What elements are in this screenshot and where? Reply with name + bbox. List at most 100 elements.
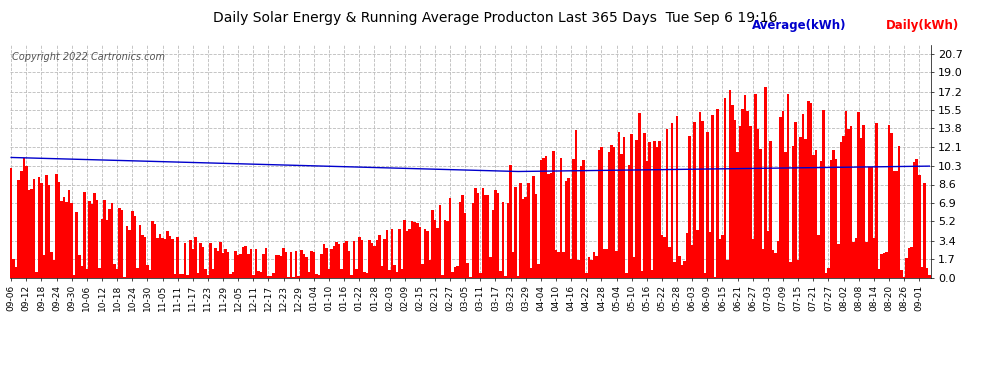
Bar [237, 255, 240, 278]
Bar [459, 202, 461, 278]
Bar [10, 168, 13, 278]
Bar [48, 185, 50, 278]
Bar [626, 273, 628, 278]
Bar [562, 252, 565, 278]
Bar [686, 233, 688, 278]
Bar [434, 220, 437, 278]
Bar [401, 268, 403, 278]
Bar [769, 141, 771, 278]
Bar [181, 274, 184, 278]
Bar [230, 274, 232, 278]
Bar [63, 198, 65, 278]
Bar [18, 180, 20, 278]
Bar [368, 240, 370, 278]
Bar [855, 238, 857, 278]
Bar [85, 269, 88, 278]
Bar [453, 267, 456, 278]
Bar [817, 235, 820, 278]
Bar [471, 202, 474, 278]
Bar [751, 238, 754, 278]
Bar [638, 113, 641, 278]
Bar [35, 272, 38, 278]
Bar [305, 256, 308, 278]
Bar [424, 229, 426, 278]
Bar [764, 87, 766, 278]
Bar [393, 265, 396, 278]
Bar [756, 129, 759, 278]
Bar [15, 267, 18, 278]
Bar [792, 146, 794, 278]
Bar [83, 192, 85, 278]
Bar [23, 158, 25, 278]
Bar [645, 160, 648, 278]
Bar [272, 273, 275, 278]
Bar [341, 269, 343, 278]
Bar [65, 202, 68, 278]
Bar [779, 117, 782, 278]
Bar [158, 234, 161, 278]
Bar [448, 198, 451, 278]
Bar [245, 246, 248, 278]
Bar [363, 272, 365, 278]
Bar [623, 137, 626, 278]
Bar [532, 176, 535, 278]
Bar [189, 240, 191, 278]
Bar [275, 255, 277, 278]
Bar [903, 276, 906, 278]
Bar [75, 212, 78, 278]
Bar [800, 137, 802, 278]
Bar [883, 253, 885, 278]
Bar [297, 276, 300, 278]
Bar [805, 139, 807, 278]
Bar [207, 275, 209, 278]
Bar [398, 230, 401, 278]
Bar [512, 252, 515, 278]
Bar [844, 111, 847, 278]
Bar [338, 244, 341, 278]
Bar [530, 268, 532, 278]
Bar [33, 178, 35, 278]
Bar [787, 94, 789, 278]
Bar [269, 276, 272, 278]
Bar [358, 237, 360, 278]
Bar [559, 158, 562, 278]
Bar [527, 183, 530, 278]
Bar [502, 202, 504, 278]
Bar [857, 112, 860, 278]
Bar [650, 270, 653, 278]
Bar [777, 241, 779, 278]
Bar [113, 264, 116, 278]
Bar [336, 242, 338, 278]
Bar [38, 177, 41, 278]
Bar [716, 109, 719, 278]
Bar [466, 263, 469, 278]
Bar [414, 222, 416, 278]
Bar [525, 197, 527, 278]
Bar [504, 276, 507, 278]
Bar [870, 166, 872, 278]
Bar [711, 115, 714, 278]
Bar [782, 111, 784, 278]
Bar [621, 154, 623, 278]
Bar [547, 174, 549, 278]
Bar [701, 121, 704, 278]
Bar [580, 166, 582, 278]
Bar [706, 132, 709, 278]
Bar [520, 183, 522, 278]
Bar [232, 272, 235, 278]
Bar [893, 171, 895, 278]
Bar [254, 249, 257, 278]
Bar [249, 249, 252, 278]
Bar [923, 183, 926, 278]
Bar [678, 256, 681, 278]
Bar [742, 109, 743, 278]
Bar [913, 162, 916, 278]
Bar [242, 247, 245, 278]
Bar [509, 165, 512, 278]
Bar [709, 232, 711, 278]
Bar [655, 147, 658, 278]
Bar [515, 187, 517, 278]
Bar [429, 260, 432, 278]
Bar [628, 165, 631, 278]
Bar [676, 116, 678, 278]
